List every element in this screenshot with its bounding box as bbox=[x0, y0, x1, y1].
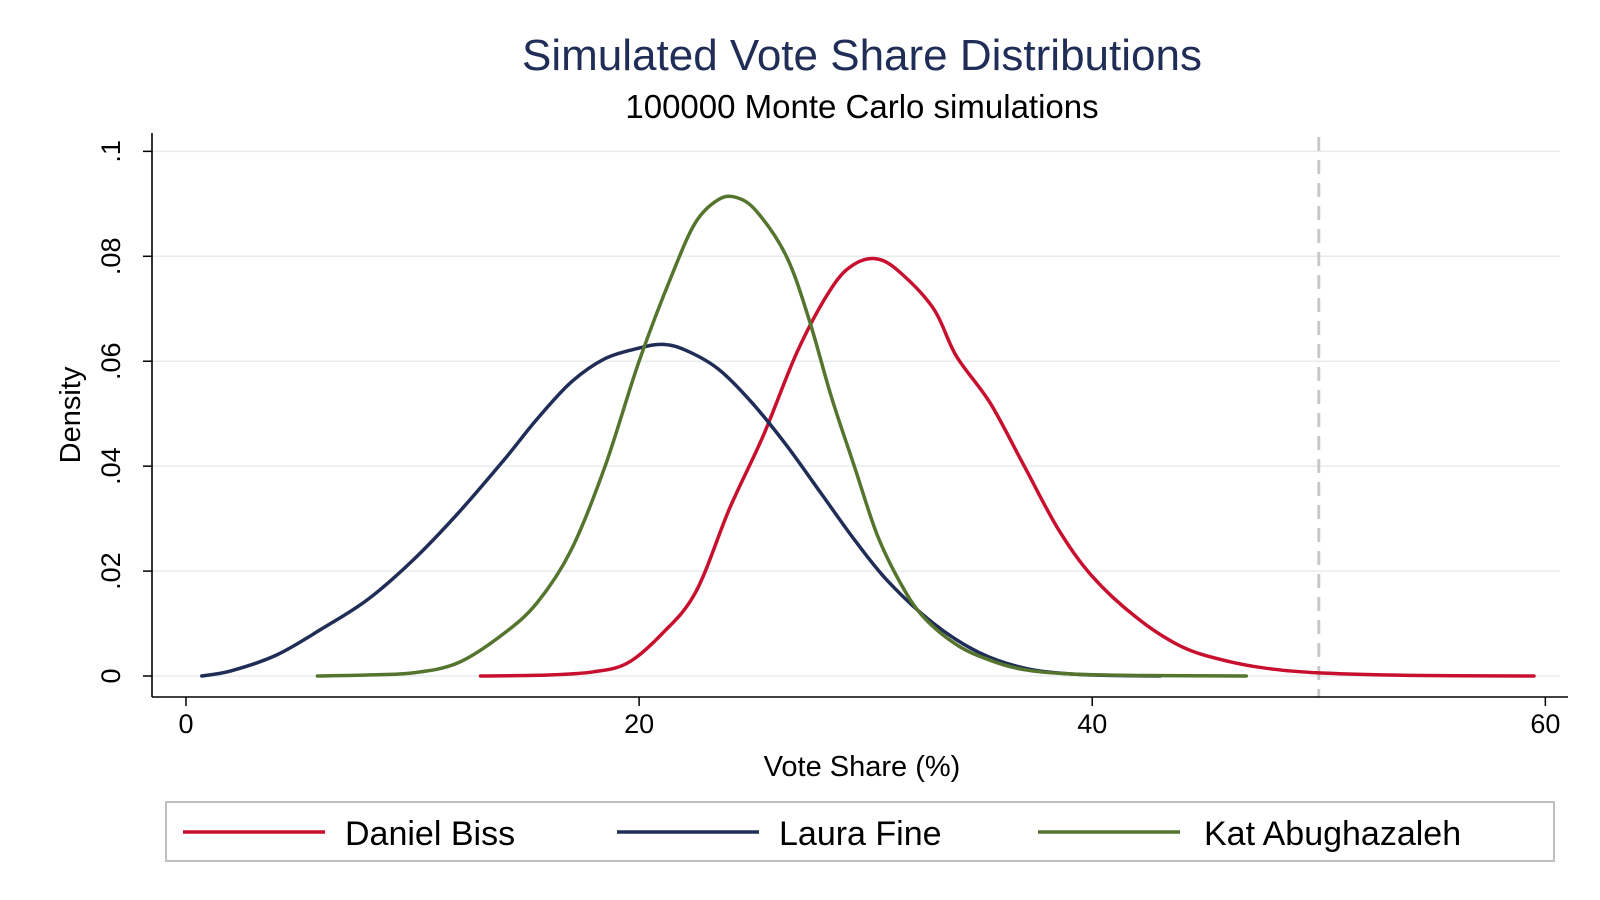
y-tick-label: .02 bbox=[96, 552, 126, 590]
x-tick-label: 60 bbox=[1530, 709, 1560, 739]
legend-label-kat-abughazaleh: Kat Abughazaleh bbox=[1204, 815, 1461, 853]
series-line-kat-abughazaleh bbox=[315, 194, 1249, 678]
y-tick-label: .1 bbox=[96, 140, 126, 163]
tick-marks: 0 .02 .04 .06 .08 .1 0 20 40 60 bbox=[96, 140, 1560, 739]
y-tick-label: .04 bbox=[96, 447, 126, 485]
legend: Daniel Biss Laura Fine Kat Abughazaleh bbox=[165, 801, 1555, 862]
chart-subtitle: 100000 Monte Carlo simulations bbox=[625, 88, 1098, 125]
x-tick-label: 40 bbox=[1077, 709, 1107, 739]
series-lines bbox=[200, 194, 1536, 678]
chart-title: Simulated Vote Share Distributions bbox=[522, 31, 1202, 80]
y-axis-label: Density bbox=[55, 366, 87, 463]
y-tick-label: .06 bbox=[96, 342, 126, 380]
legend-label-daniel-biss: Daniel Biss bbox=[345, 815, 515, 853]
gridlines bbox=[152, 150, 1560, 677]
x-axis-label: Vote Share (%) bbox=[764, 751, 961, 783]
y-tick-label: .08 bbox=[96, 238, 126, 276]
series-line-daniel-biss bbox=[478, 256, 1536, 678]
y-tick-label: 0 bbox=[96, 668, 126, 683]
legend-label-laura-fine: Laura Fine bbox=[779, 815, 942, 853]
x-tick-label: 0 bbox=[178, 709, 193, 739]
x-tick-label: 20 bbox=[624, 709, 654, 739]
axes bbox=[151, 133, 1568, 698]
series-line-laura-fine bbox=[200, 342, 1162, 678]
legend-box bbox=[165, 801, 1555, 862]
